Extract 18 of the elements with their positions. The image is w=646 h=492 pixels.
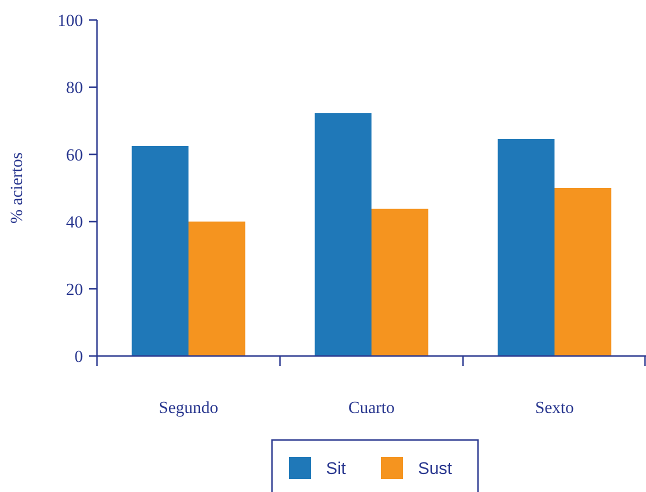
bar xyxy=(188,222,246,356)
y-tick-label: 60 xyxy=(66,145,83,164)
bar xyxy=(498,138,554,356)
x-tick-label: Sexto xyxy=(535,398,574,417)
y-tick-label: 100 xyxy=(58,10,83,30)
y-tick-label: 80 xyxy=(66,78,83,98)
x-tick-label: Segundo xyxy=(158,398,218,417)
bar xyxy=(314,113,372,356)
legend-label: Sit xyxy=(326,458,346,478)
y-tick-label: 0 xyxy=(74,346,83,366)
y-tick-label: 20 xyxy=(66,280,83,299)
y-axis-title: % aciertos xyxy=(7,152,26,224)
bar xyxy=(372,208,428,356)
y-tick-label: 40 xyxy=(66,212,83,232)
x-tick-label: Cuarto xyxy=(348,398,395,417)
legend-label: Sust xyxy=(418,458,452,478)
bar xyxy=(554,188,612,356)
bar xyxy=(132,146,188,356)
